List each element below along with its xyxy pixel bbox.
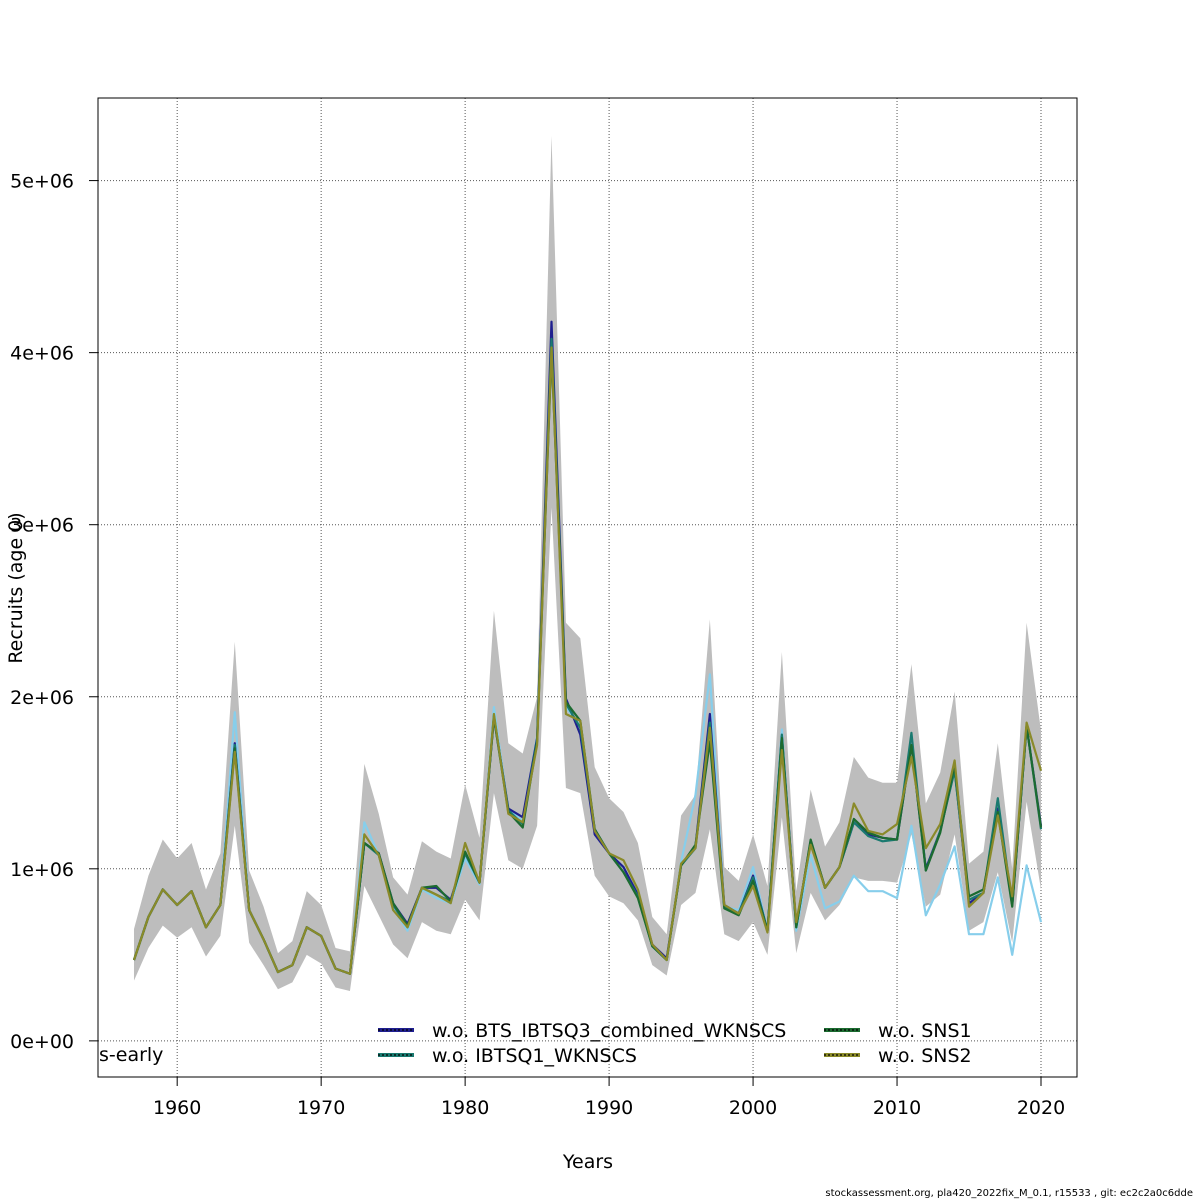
y-tick-label: 0e+00 <box>10 1031 74 1053</box>
legend-label-4: w.o. SNS2 <box>878 1045 972 1067</box>
x-axis-title: Years <box>562 1151 613 1173</box>
x-tick-label: 1960 <box>153 1097 201 1119</box>
corner-label: s-early <box>99 1044 163 1066</box>
legend-label-3: w.o. SNS1 <box>878 1020 972 1042</box>
series-line-5 <box>132 341 1043 975</box>
x-axis: 1960 1970 1980 1990 2000 2010 2020 <box>153 1076 1065 1119</box>
y-tick-label: 4e+06 <box>10 343 74 365</box>
series-line-3 <box>132 349 1043 975</box>
series-layer <box>132 320 1043 975</box>
footer-credit: stockassessment.org, pla420_2022fix_M_0.… <box>825 1188 1193 1199</box>
x-tick-label: 2000 <box>729 1097 777 1119</box>
x-tick-label: 1970 <box>297 1097 345 1119</box>
y-axis: 0e+00 1e+06 2e+06 3e+06 4e+06 5e+06 <box>10 171 98 1053</box>
series-line-2 <box>132 337 1043 975</box>
y-axis-title: Recruits (age 0) <box>5 512 27 663</box>
confidence-band-layer <box>133 135 1042 991</box>
legend: w.o. BTS_IBTSQ3_combined_WKNSCS w.o. IBTS… <box>378 1020 972 1067</box>
y-tick-label: 5e+06 <box>10 171 74 193</box>
series-line-1 <box>132 320 1043 975</box>
grid-layer <box>98 98 1077 1077</box>
legend-label-2: w.o. IBTSQ1_WKNSCS <box>432 1045 637 1067</box>
x-tick-label: 2010 <box>873 1097 921 1119</box>
x-tick-label: 1980 <box>441 1097 489 1119</box>
y-tick-label: 3e+06 <box>10 515 74 537</box>
x-tick-label: 2020 <box>1017 1097 1065 1119</box>
series-line-4 <box>132 346 1043 975</box>
y-tick-label: 2e+06 <box>10 687 74 709</box>
plot-frame <box>97 97 1078 1078</box>
y-tick-label: 1e+06 <box>10 859 74 881</box>
confidence-band <box>133 135 1042 991</box>
legend-label-1: w.o. BTS_IBTSQ3_combined_WKNSCS <box>432 1020 786 1042</box>
x-tick-label: 1990 <box>585 1097 633 1119</box>
